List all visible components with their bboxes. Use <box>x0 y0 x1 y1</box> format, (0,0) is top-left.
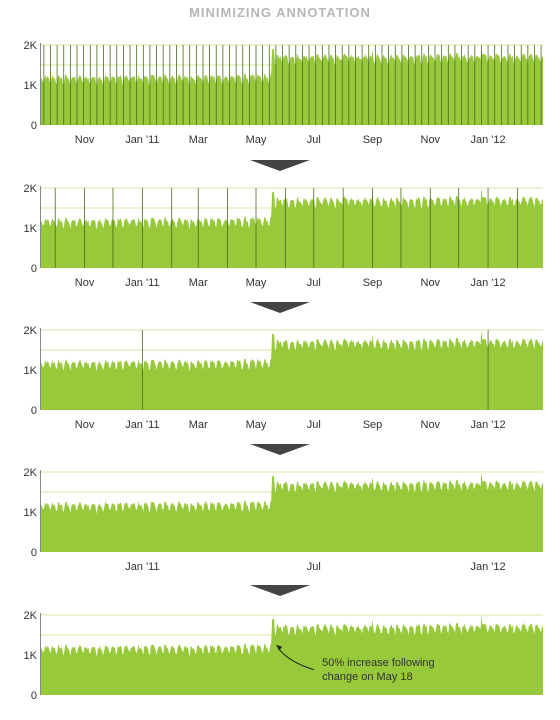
y-tick-label: 0 <box>31 120 37 132</box>
x-tick-label: Jan '12 <box>470 419 505 431</box>
x-tick-label: Jul <box>307 277 321 289</box>
chart-panel-2: 0 1K 2K Nov Jan '11 Mar May Jul Sep Nov Jan '12 <box>24 183 543 289</box>
y-tick-label: 1K <box>24 223 38 235</box>
x-tick-label: Mar <box>189 134 208 146</box>
annotation-arrowhead <box>276 644 283 651</box>
y-tick-label: 2K <box>24 40 38 52</box>
x-tick-label: Jul <box>307 419 321 431</box>
y-tick-label: 1K <box>24 365 38 377</box>
annotation-text-line2: change on May 18 <box>322 671 413 683</box>
y-tick-label: 0 <box>31 263 37 275</box>
x-tick-label: May <box>246 277 267 289</box>
x-tick-label: Jan '11 <box>125 419 159 431</box>
y-tick-label: 0 <box>31 547 37 559</box>
annotation-arrow <box>277 647 315 671</box>
y-tick-label: 1K <box>24 507 38 519</box>
down-arrow-1 <box>250 160 310 171</box>
y-tick-label: 2K <box>24 325 38 337</box>
x-tick-label: Nov <box>421 419 441 431</box>
x-tick-label: Mar <box>189 277 208 289</box>
x-tick-label: Nov <box>75 419 95 431</box>
x-tick-label: Jul <box>307 561 321 573</box>
chart-panel-3: 0 1K 2K Nov Jan '11 Mar May Jul Sep Nov Jan '12 <box>24 325 543 431</box>
x-tick-label: Sep <box>363 419 383 431</box>
x-tick-label: Jan '12 <box>470 277 505 289</box>
annotation-text-line1: 50% increase following <box>322 657 435 669</box>
x-tick-label: Nov <box>421 134 441 146</box>
y-tick-label: 2K <box>24 467 38 479</box>
x-tick-label: Jan '11 <box>125 561 159 573</box>
y-tick-label: 1K <box>24 650 38 662</box>
y-tick-label: 2K <box>24 183 38 195</box>
y-tick-label: 0 <box>31 405 37 417</box>
area-series <box>41 615 543 695</box>
x-tick-label: Nov <box>75 134 95 146</box>
chart-panel-4: 0 1K 2K Jan '11 Jul Jan '12 <box>24 467 543 573</box>
y-tick-label: 0 <box>31 690 37 702</box>
down-arrow-2 <box>250 302 310 313</box>
x-tick-label: Nov <box>75 277 95 289</box>
x-tick-label: Jan '11 <box>125 277 159 289</box>
x-tick-label: Sep <box>363 277 383 289</box>
chart-panel-1: 0 1K 2K Nov Jan '11 Mar May Jul Sep Nov Jan '12 <box>24 40 543 146</box>
down-arrow-4 <box>250 585 310 596</box>
area-series <box>41 330 543 410</box>
x-tick-label: May <box>246 134 267 146</box>
x-tick-label: Jul <box>307 134 321 146</box>
area-series <box>41 45 543 125</box>
x-tick-label: Jan '12 <box>470 134 505 146</box>
y-tick-label: 1K <box>24 80 38 92</box>
area-series <box>41 472 543 552</box>
x-tick-label: Nov <box>421 277 441 289</box>
x-tick-label: Jan '11 <box>125 134 159 146</box>
down-arrow-3 <box>250 444 310 455</box>
x-tick-label: May <box>246 419 267 431</box>
chart-panel-5: 0 1K 2K 50% increase following change on May… <box>24 610 543 702</box>
x-tick-label: Jan '12 <box>470 561 505 573</box>
area-series <box>41 188 543 268</box>
x-tick-label: Mar <box>189 419 208 431</box>
y-tick-label: 2K <box>24 610 38 622</box>
x-tick-label: Sep <box>363 134 383 146</box>
figure-title: MINIMIZING ANNOTATION <box>189 5 371 20</box>
